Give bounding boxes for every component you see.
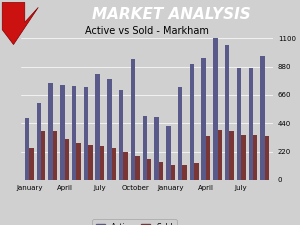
Bar — [154, 117, 159, 180]
Bar — [123, 152, 128, 180]
Bar — [253, 135, 257, 180]
Bar — [72, 86, 76, 180]
Bar — [107, 79, 112, 180]
Bar — [53, 131, 57, 180]
Bar — [41, 131, 46, 180]
Bar — [37, 103, 41, 180]
Bar — [265, 136, 269, 180]
Bar — [112, 148, 116, 180]
Bar — [213, 38, 218, 180]
Bar — [60, 85, 64, 180]
Bar — [237, 68, 241, 180]
Bar — [135, 155, 140, 180]
Bar — [29, 148, 34, 180]
Bar — [260, 56, 265, 180]
Bar — [159, 162, 163, 180]
Bar — [25, 118, 29, 180]
Bar — [64, 139, 69, 180]
Bar — [100, 146, 104, 180]
Legend: Active, Sold: Active, Sold — [92, 219, 177, 225]
Bar — [225, 45, 230, 180]
Polygon shape — [2, 2, 38, 45]
Bar — [190, 64, 194, 180]
Bar — [147, 159, 152, 180]
Bar — [241, 135, 246, 180]
Bar — [194, 163, 199, 180]
Text: MARKET ANALYSIS: MARKET ANALYSIS — [92, 7, 250, 22]
Bar — [131, 59, 135, 180]
Bar — [166, 126, 171, 180]
Bar — [248, 68, 253, 180]
Bar — [218, 130, 222, 180]
Bar — [142, 116, 147, 180]
Bar — [178, 87, 182, 180]
Bar — [201, 58, 206, 180]
Bar — [48, 83, 53, 180]
Bar — [95, 74, 100, 180]
Bar — [230, 131, 234, 180]
Title: Active vs Sold - Markham: Active vs Sold - Markham — [85, 26, 209, 36]
Bar — [171, 164, 175, 180]
Bar — [182, 164, 187, 180]
Bar — [88, 145, 93, 180]
Bar — [84, 87, 88, 180]
Bar — [206, 136, 210, 180]
Bar — [119, 90, 123, 180]
Bar — [76, 143, 81, 180]
